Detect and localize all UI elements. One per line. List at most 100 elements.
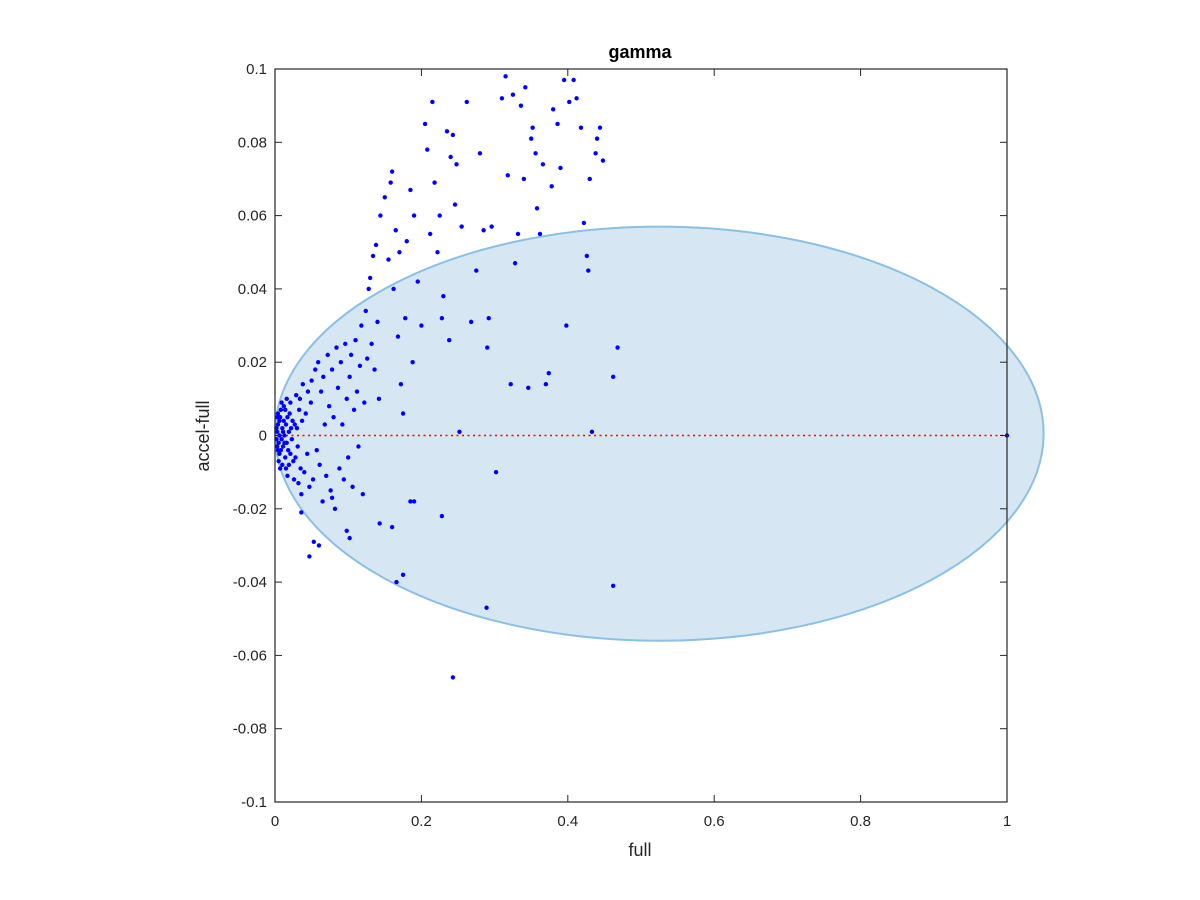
data-point [346, 455, 351, 460]
data-point [454, 162, 459, 167]
data-point [287, 411, 292, 416]
x-tick-label: 0.2 [411, 813, 432, 830]
data-point [365, 356, 370, 361]
data-point [508, 381, 513, 387]
data-point [510, 92, 516, 97]
data-point [299, 510, 304, 515]
data-point [489, 224, 494, 229]
data-point [331, 414, 336, 420]
data-point [373, 242, 379, 248]
data-point [372, 367, 377, 372]
data-point [283, 466, 289, 471]
data-point [375, 319, 380, 325]
data-point [549, 184, 554, 189]
data-point [283, 422, 289, 427]
data-point [278, 407, 284, 413]
data-point [348, 352, 354, 358]
data-point [280, 429, 286, 435]
data-point [526, 385, 531, 391]
data-point [332, 506, 338, 511]
data-point [279, 400, 284, 405]
data-point [395, 334, 401, 339]
data-point [322, 422, 327, 427]
data-point [437, 213, 442, 218]
data-point [280, 425, 285, 431]
data-point [505, 173, 510, 178]
data-point [325, 352, 330, 358]
data-point [354, 389, 360, 394]
data-point [341, 477, 347, 482]
data-point [574, 96, 579, 101]
data-point [288, 425, 294, 431]
data-point [610, 374, 616, 380]
data-point [307, 554, 312, 559]
data-point [285, 414, 290, 420]
data-point [594, 136, 600, 141]
data-point [394, 579, 399, 585]
data-point [294, 425, 300, 431]
data-point [444, 129, 450, 134]
data-point [316, 543, 322, 548]
data-point [410, 360, 415, 365]
data-point [425, 147, 430, 152]
data-point [400, 411, 406, 416]
data-point [589, 429, 595, 435]
data-point [546, 370, 551, 376]
axes: 0 0.2 0.4 0.6 0.8 1 -0.1 -0.08 -0.06 -0.04 -0.02 0 0… [233, 61, 1011, 830]
y-tick-label: 0.04 [238, 281, 267, 298]
data-point [600, 158, 606, 163]
x-tick-label: 0.4 [557, 813, 578, 830]
data-point [550, 107, 556, 112]
data-point [370, 253, 376, 259]
data-point [293, 455, 298, 460]
data-point [329, 495, 335, 501]
data-point [432, 180, 437, 185]
data-point [360, 491, 366, 497]
data-point [275, 422, 281, 427]
data-point [337, 466, 342, 471]
data-point [280, 462, 285, 468]
data-point [309, 378, 314, 383]
data-point [279, 436, 284, 442]
data-point [408, 187, 413, 193]
data-point [391, 286, 396, 292]
data-point [561, 77, 567, 83]
data-point [397, 250, 402, 255]
data-point [464, 99, 469, 105]
data-point [296, 480, 301, 486]
data-point [288, 400, 293, 405]
data-point [366, 286, 371, 292]
data-point [386, 257, 391, 262]
data-point [286, 462, 292, 468]
data-point [334, 345, 339, 350]
plot-area [274, 74, 1045, 680]
data-point [597, 125, 603, 130]
data-point [533, 151, 538, 156]
y-tick-label: 0.1 [246, 61, 267, 78]
data-point [540, 162, 546, 167]
data-point [283, 455, 288, 460]
y-tick-label: -0.08 [233, 721, 267, 738]
data-point [521, 176, 527, 182]
data-point [307, 484, 312, 490]
data-point [296, 407, 302, 413]
data-point [584, 253, 590, 259]
data-point [281, 403, 286, 409]
data-point [311, 539, 316, 544]
data-point [274, 429, 280, 435]
data-point [300, 381, 306, 387]
data-point [430, 99, 435, 105]
data-point [411, 213, 417, 218]
data-point [274, 444, 280, 449]
data-point [308, 400, 314, 405]
y-tick-label: -0.06 [233, 647, 267, 664]
data-point [353, 338, 358, 343]
data-point [288, 451, 293, 457]
data-point [457, 429, 462, 435]
data-point [411, 499, 417, 504]
data-point [477, 151, 483, 156]
data-point [529, 136, 534, 141]
data-point [285, 447, 291, 453]
data-point [328, 488, 333, 493]
